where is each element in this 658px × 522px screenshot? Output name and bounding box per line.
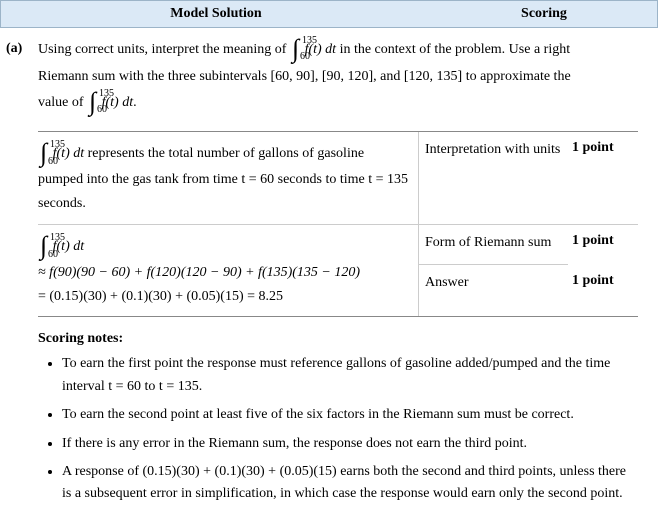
- solution-row: ∫ 135 60 f(t) dt ≈ f(90)(90 − 60) + f(12…: [38, 225, 638, 317]
- scoring-notes-list: To earn the first point the response mus…: [38, 353, 638, 505]
- part-label: (a): [6, 36, 22, 61]
- integral-upper-4: 135: [50, 229, 65, 246]
- question-line2: Riemann sum with the three subintervals …: [38, 69, 571, 84]
- integral-symbol-icon: ∫: [40, 140, 47, 166]
- scoring-note-item: If there is any error in the Riemann sum…: [62, 433, 638, 455]
- solution-row1-text: represents the total number of gallons o…: [38, 146, 408, 211]
- solution-mid-1: Form of Riemann sum: [425, 235, 551, 250]
- question-line1-post: in the context of the problem. Use a rig…: [340, 42, 571, 57]
- solution-cell-mid: Interpretation with units: [418, 132, 568, 224]
- solution-cell-points: 1 point: [568, 132, 638, 224]
- integral-2: ∫ 135 60: [89, 89, 96, 117]
- solution-cell-points: 1 point 1 point: [568, 225, 638, 317]
- solution-subcell: Form of Riemann sum: [419, 225, 568, 265]
- scoring-notes: Scoring notes: To earn the first point t…: [0, 317, 658, 521]
- question-line1-pre: Using correct units, interpret the meani…: [38, 42, 290, 57]
- integral-3: ∫ 135 60: [40, 140, 47, 168]
- solution-cell-mid: Form of Riemann sum Answer: [418, 225, 568, 317]
- integral-symbol-icon: ∫: [292, 36, 299, 62]
- page-container: Model Solution Scoring (a) Using correct…: [0, 0, 658, 522]
- header-scoring: Scoring: [431, 6, 657, 22]
- solution-mid-2: Answer: [425, 275, 469, 290]
- solution-row2-line3: = (0.15)(30) + (0.1)(30) + (0.05)(15) = …: [38, 285, 408, 309]
- solution-cell-left: ∫ 135 60 f(t) dt ≈ f(90)(90 − 60) + f(12…: [38, 225, 418, 317]
- integral-lower-2: 60: [97, 101, 107, 119]
- solution-table: ∫ 135 60 f(t) dt represents the total nu…: [38, 131, 638, 317]
- integral-symbol-icon: ∫: [40, 233, 47, 259]
- scoring-note-item: To earn the second point at least five o…: [62, 404, 638, 426]
- scoring-note-item: To earn the first point the response mus…: [62, 353, 638, 398]
- question-line3-post: .: [133, 95, 137, 110]
- scoring-note-item: A response of (0.15)(30) + (0.1)(30) + (…: [62, 461, 638, 506]
- solution-cell-left: ∫ 135 60 f(t) dt represents the total nu…: [38, 132, 418, 224]
- solution-points-2: 1 point: [568, 265, 638, 297]
- solution-subcell: Answer: [419, 265, 568, 301]
- integral-upper-3: 135: [50, 136, 65, 153]
- integral-4: ∫ 135 60: [40, 233, 47, 261]
- integral-symbol-icon: ∫: [89, 89, 96, 115]
- header-row: Model Solution Scoring: [0, 0, 658, 28]
- integral-lower: 60: [300, 48, 310, 66]
- solution-row2-line2: ≈ f(90)(90 − 60) + f(120)(120 − 90) + f(…: [38, 261, 408, 285]
- integral-1: ∫ 135 60: [292, 36, 299, 64]
- header-model-solution: Model Solution: [1, 6, 431, 22]
- integral-lower-3: 60: [48, 153, 58, 170]
- question-line3-pre: value of: [38, 95, 87, 110]
- integral-lower-4: 60: [48, 246, 58, 263]
- solution-points-1: 1 point: [568, 225, 638, 265]
- solution-row: ∫ 135 60 f(t) dt represents the total nu…: [38, 132, 638, 225]
- question-block: (a) Using correct units, interpret the m…: [0, 28, 658, 131]
- scoring-notes-title: Scoring notes:: [38, 331, 638, 347]
